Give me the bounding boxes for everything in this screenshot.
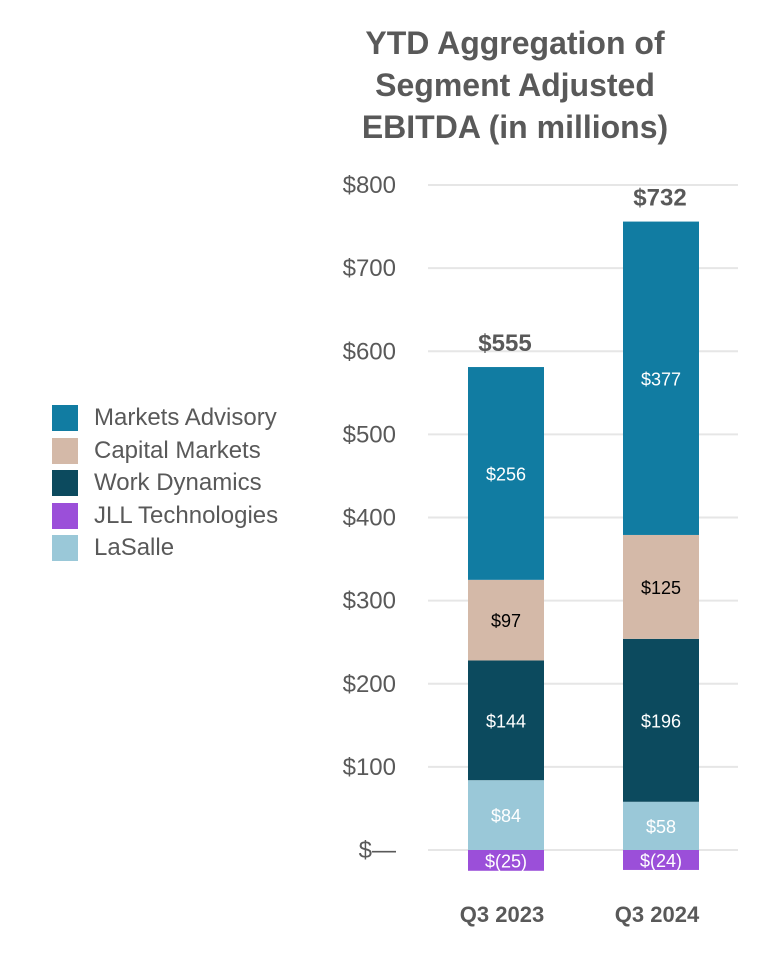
data-label: $196	[641, 711, 681, 731]
y-tick-label: $—	[359, 837, 396, 864]
y-tick-label: $400	[343, 505, 396, 532]
bar-segment	[468, 660, 544, 781]
legend-item: LaSalle	[52, 532, 278, 565]
x-category-label: Q3 2024	[615, 902, 700, 927]
bar-segment	[623, 801, 699, 850]
legend-item: Markets Advisory	[52, 402, 278, 435]
data-label: $125	[641, 578, 681, 598]
legend-swatch	[52, 502, 78, 529]
legend-item: Capital Markets	[52, 435, 278, 468]
y-tick-label: $300	[343, 588, 396, 615]
chart-legend: Markets Advisory Capital Markets Work Dyna…	[52, 402, 278, 565]
y-tick-label: $600	[343, 338, 396, 365]
legend-swatch	[52, 437, 78, 464]
x-category-label: Q3 2023	[460, 902, 544, 927]
y-tick-label: $100	[343, 754, 396, 781]
legend-item: Work Dynamics	[52, 467, 278, 500]
legend-swatch	[52, 470, 78, 497]
legend-label: Capital Markets	[94, 436, 261, 464]
chart-title: YTD Aggregation of Segment Adjusted EBIT…	[320, 22, 710, 148]
bar-segment	[468, 367, 544, 580]
y-tick-label: $700	[343, 255, 396, 282]
bar-segment	[623, 534, 699, 639]
legend-label: Work Dynamics	[94, 469, 262, 497]
legend-swatch	[52, 405, 78, 432]
legend-label: JLL Technologies	[94, 501, 279, 529]
data-label: $256	[486, 464, 526, 484]
total-label: $732	[633, 185, 686, 212]
data-label: $377	[641, 369, 681, 389]
y-tick-label: $500	[343, 421, 396, 448]
y-tick-label: $200	[343, 671, 396, 698]
data-label: $(25)	[485, 851, 527, 871]
bar-segment	[623, 221, 699, 535]
chart-title-line-3: EBITDA (in millions)	[361, 109, 669, 145]
bar-segment	[623, 638, 699, 802]
chart-title-line-1: YTD Aggregation of	[365, 25, 665, 61]
legend-item: JLL Technologies	[52, 500, 278, 533]
chart-title-line-2: Segment Adjusted	[375, 67, 655, 103]
bar-segment	[468, 850, 544, 871]
bar-segment	[623, 850, 699, 870]
y-tick-label: $800	[343, 172, 396, 199]
data-label: $97	[491, 611, 521, 631]
data-label: $144	[486, 711, 526, 731]
bar-segment	[468, 780, 544, 850]
data-label: $(24)	[640, 851, 682, 871]
total-label: $555	[478, 330, 531, 357]
legend-swatch	[52, 535, 78, 562]
legend-label: LaSalle	[94, 534, 175, 562]
legend-label: Markets Advisory	[94, 404, 277, 432]
bar-segment	[468, 579, 544, 661]
data-label: $58	[646, 817, 676, 837]
data-label: $84	[491, 806, 521, 826]
